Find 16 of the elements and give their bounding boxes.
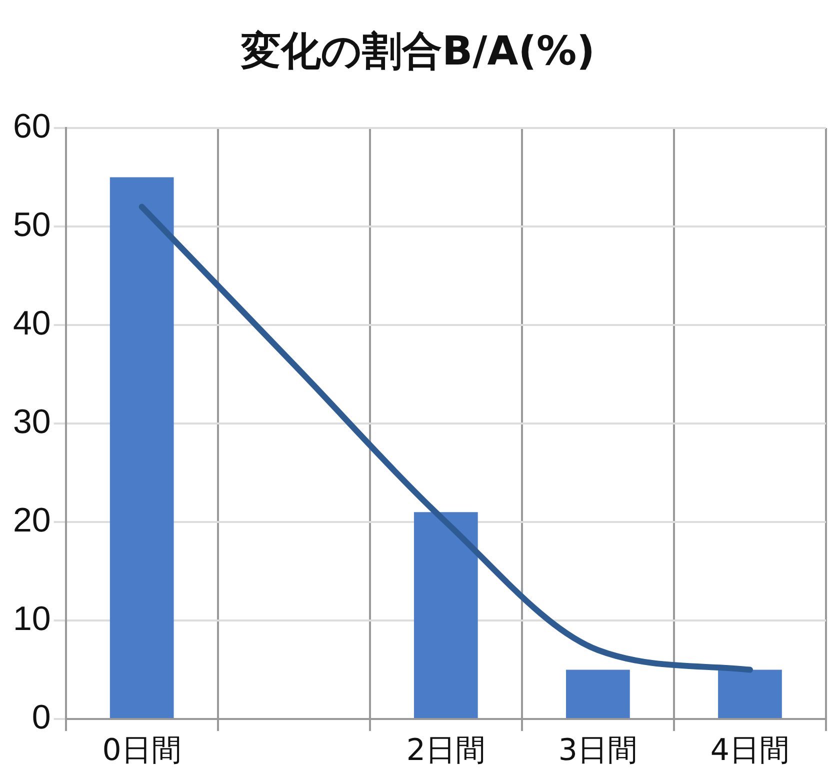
y-tick-label: 60 (12, 107, 51, 146)
bar (414, 512, 478, 718)
bar (718, 670, 782, 718)
x-tick-label: 0日間 (102, 732, 182, 768)
x-tick-label: 2日間 (406, 732, 486, 768)
x-tick-label: 3日間 (558, 732, 638, 768)
y-tick-label: 30 (12, 402, 51, 441)
y-tick-label: 20 (12, 501, 51, 540)
bar (566, 670, 630, 718)
y-tick-label: 10 (12, 600, 51, 638)
bar (110, 177, 174, 718)
y-tick-label: 40 (12, 304, 51, 342)
y-tick-label: 0 (32, 698, 51, 736)
chart-title: 変化の割合B/A(%) (240, 28, 595, 74)
x-tick-label: 4日間 (710, 732, 790, 768)
y-tick-label: 50 (12, 206, 51, 244)
